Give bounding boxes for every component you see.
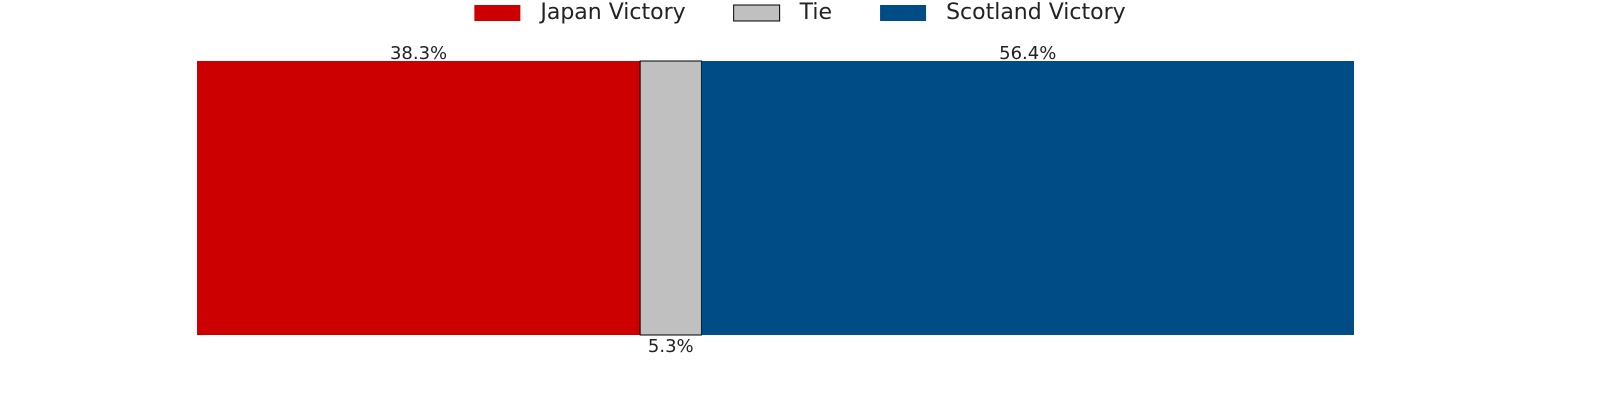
legend-label: Japan Victory bbox=[538, 0, 685, 25]
legend-label: Scotland Victory bbox=[946, 0, 1126, 25]
legend-label: Tie bbox=[799, 0, 832, 25]
bar-segment bbox=[639, 60, 702, 336]
bar-segment bbox=[197, 61, 641, 335]
value-label: 5.3% bbox=[648, 336, 694, 357]
legend-swatch bbox=[880, 5, 927, 21]
legend-swatch bbox=[733, 4, 781, 22]
value-label: 38.3% bbox=[390, 43, 447, 64]
value-label: 56.4% bbox=[999, 43, 1056, 64]
bar-segment bbox=[701, 61, 1354, 335]
legend-swatch bbox=[474, 5, 521, 21]
